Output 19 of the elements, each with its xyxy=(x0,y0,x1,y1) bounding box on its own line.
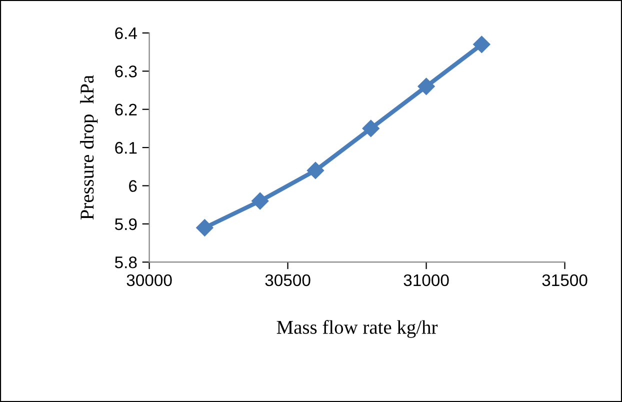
y-tick-label: 5.8 xyxy=(114,256,137,268)
y-tick-label: 6.1 xyxy=(115,142,137,154)
y-tick-label: 6 xyxy=(129,180,137,192)
y-tick-label: 6.4 xyxy=(115,27,137,40)
point xyxy=(196,219,214,236)
point xyxy=(473,36,490,53)
point xyxy=(252,192,269,210)
y-tick-label: 6.2 xyxy=(115,104,137,116)
x-tick-label: 31500 xyxy=(542,274,588,286)
x-axis-title: Mass flow rate kg/hr xyxy=(276,320,438,338)
x-tick-label: 31000 xyxy=(404,274,449,286)
y-tick-label: 6.3 xyxy=(115,66,137,78)
x-tick-label: 30500 xyxy=(265,274,310,286)
point xyxy=(418,78,435,95)
y-tick-label: 5.9 xyxy=(114,218,137,230)
point xyxy=(362,120,380,137)
x-tick-label: 30000 xyxy=(126,274,172,286)
point xyxy=(306,162,324,179)
y-axis-title: Pressure drop kPa xyxy=(80,75,98,220)
